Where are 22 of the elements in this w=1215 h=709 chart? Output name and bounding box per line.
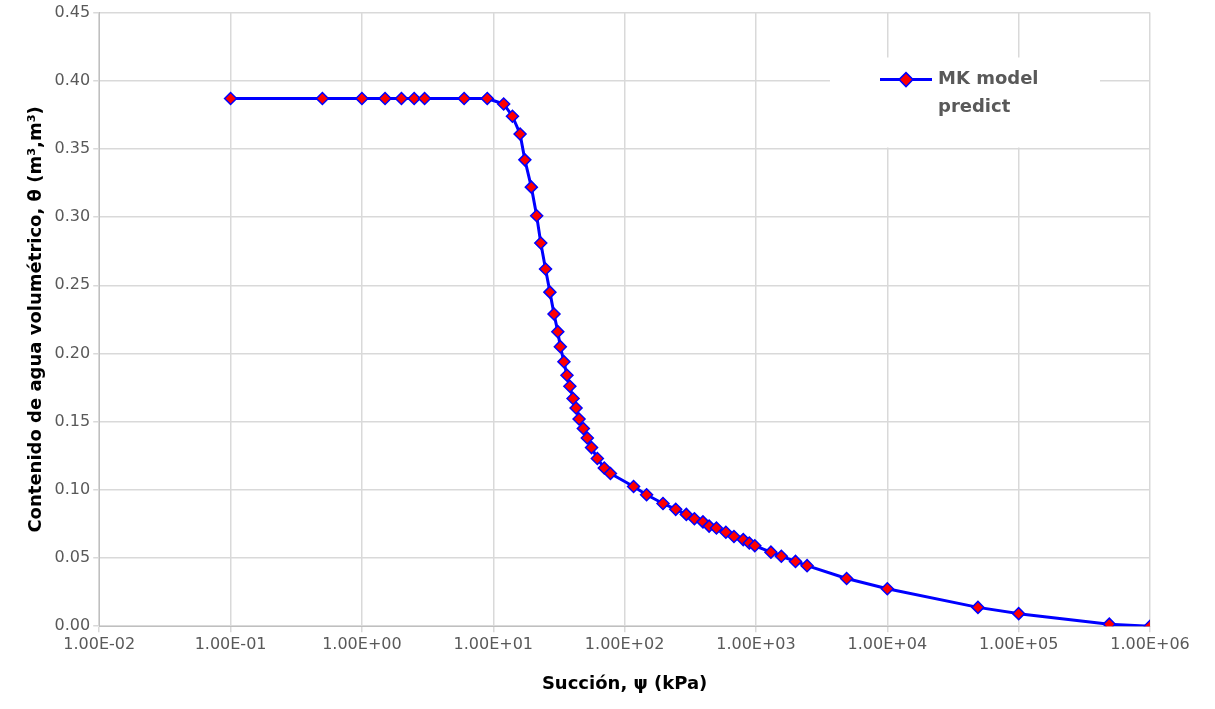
y-tick-label: 0.15	[54, 410, 91, 430]
x-tick-label: 1.00E+03	[716, 633, 796, 653]
x-tick-label: 1.00E+04	[847, 633, 928, 653]
y-tick-label: 0.20	[54, 342, 91, 362]
y-tick-label: 0.00	[54, 615, 91, 635]
legend-label: MK model predict	[938, 67, 1039, 117]
x-tick-label: 1.00E-01	[194, 633, 267, 653]
x-tick-label: 1.00E+06	[1110, 633, 1190, 653]
y-tick-label: 0.45	[54, 1, 91, 21]
y-tick-label: 0.30	[54, 206, 91, 226]
x-tick-label: 1.00E+05	[978, 633, 1059, 653]
y-tick-label: 0.10	[54, 479, 91, 498]
x-tick-label: 1.00E+01	[453, 633, 534, 653]
y-tick-label: 0.35	[54, 138, 91, 158]
x-tick-label: 1.00E+02	[584, 633, 665, 653]
y-tick-label: 0.25	[54, 274, 91, 294]
x-tick-label: 1.00E-02	[63, 633, 136, 653]
y-axis-title: Contenido de agua volumétrico, θ (m³,m³)	[24, 106, 46, 533]
y-tick-label: 0.40	[54, 69, 91, 89]
y-tick-label: 0.05	[54, 547, 91, 567]
x-axis-title: Succión, ψ (kPa)	[541, 671, 708, 693]
x-tick-label: 1.00E+00	[322, 633, 402, 653]
